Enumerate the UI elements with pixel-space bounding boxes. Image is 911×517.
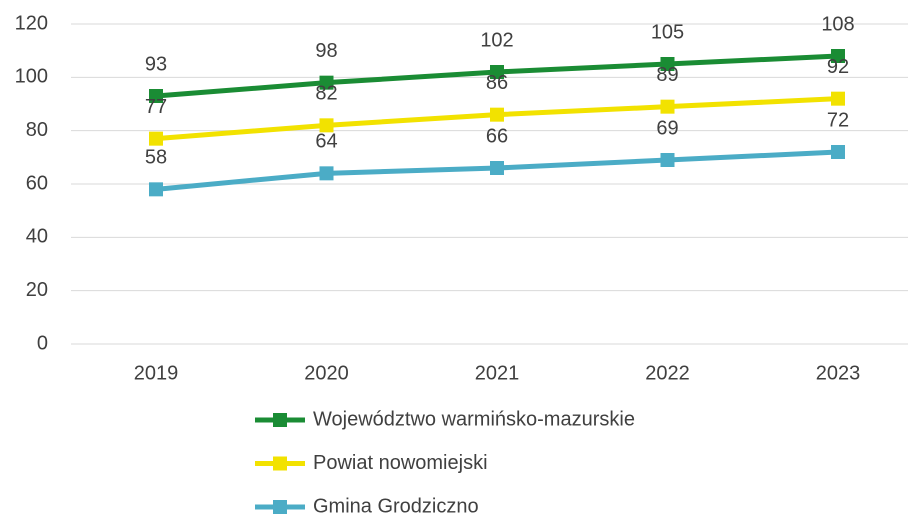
legend-marker (273, 456, 287, 471)
data-label: 89 (656, 64, 678, 86)
data-label: 66 (486, 125, 508, 147)
point-marker (660, 57, 675, 71)
data-label: 105 (651, 21, 684, 43)
y-tick-label: 80 (26, 119, 48, 141)
x-tick-label: 2019 (134, 362, 179, 384)
x-tick-label: 2023 (816, 362, 861, 384)
point-marker (490, 107, 504, 122)
x-tick-label: 2022 (645, 362, 690, 384)
point-marker (831, 91, 845, 106)
data-label: 72 (827, 109, 849, 131)
point-marker (319, 75, 334, 90)
point-marker (149, 182, 163, 197)
point-marker (831, 145, 845, 159)
y-tick-label: 0 (37, 332, 48, 354)
point-marker (660, 99, 675, 114)
legend-label: Gmina Grodziczno (313, 495, 479, 517)
legend-marker (273, 413, 287, 427)
data-label: 77 (145, 96, 167, 118)
data-label: 93 (145, 53, 167, 75)
point-marker (319, 166, 334, 181)
data-label: 102 (480, 29, 513, 51)
data-label: 108 (821, 13, 854, 35)
y-tick-label: 20 (26, 279, 48, 301)
legend-label: Województwo warmińsko-mazurskie (313, 408, 635, 430)
data-label: 86 (486, 72, 508, 94)
y-tick-label: 100 (15, 66, 48, 88)
point-marker (831, 49, 845, 63)
data-label: 82 (315, 83, 337, 105)
data-label: 64 (315, 131, 337, 153)
legend-label: Powiat nowomiejski (313, 452, 488, 474)
x-tick-label: 2021 (475, 362, 520, 384)
data-label: 92 (827, 56, 849, 78)
point-marker (319, 118, 334, 133)
data-label: 69 (656, 117, 678, 139)
x-tick-label: 2020 (304, 362, 349, 384)
data-label: 98 (315, 40, 337, 62)
y-tick-label: 120 (15, 12, 48, 34)
point-marker (149, 131, 163, 146)
point-marker (490, 161, 504, 175)
point-marker (660, 153, 675, 167)
legend-marker (273, 500, 287, 514)
point-marker (490, 65, 504, 79)
y-tick-label: 60 (26, 172, 48, 194)
point-marker (149, 89, 163, 103)
y-tick-label: 40 (26, 226, 48, 248)
data-label: 58 (145, 147, 167, 169)
